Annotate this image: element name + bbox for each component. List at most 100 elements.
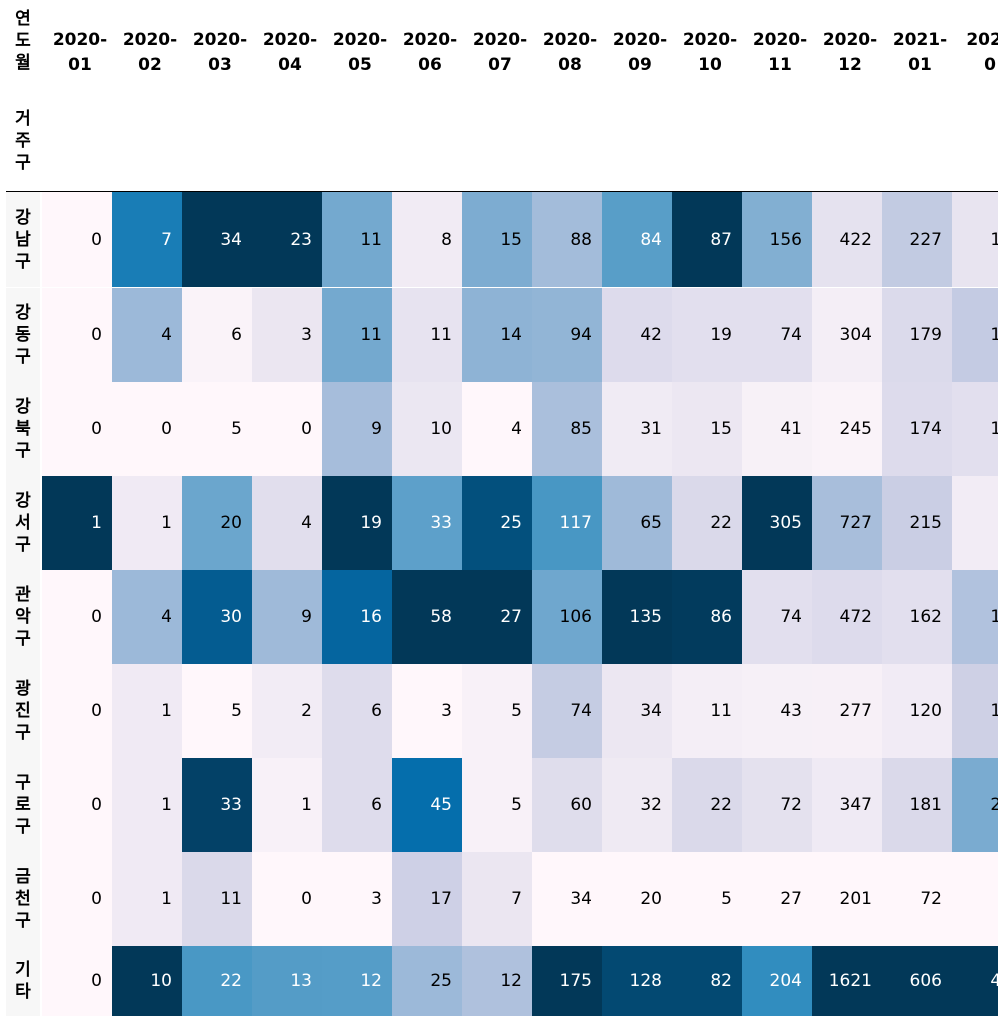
table-cell: 11: [182, 852, 252, 946]
table-cell: 82: [672, 946, 742, 1016]
table-cell: 9: [252, 570, 322, 664]
table-cell: 0: [42, 192, 112, 287]
table-cell: 304: [812, 288, 882, 382]
table-cell: 27: [742, 852, 812, 946]
table-cell: 65: [602, 476, 672, 570]
table-cell: 8: [392, 192, 462, 287]
column-header: 2020- 02: [122, 30, 178, 75]
table-cell: 3: [252, 288, 322, 382]
table-cell: 23: [952, 758, 998, 852]
table-cell: 120: [882, 664, 952, 758]
table-cell: 34: [602, 664, 672, 758]
table-cell: 1: [252, 758, 322, 852]
table-cell: 106: [532, 570, 602, 664]
header-rule: [6, 191, 998, 192]
table-cell: 94: [532, 288, 602, 382]
row-header-label: 광 진 구: [15, 679, 31, 743]
row-axis-title: 거 주 구: [15, 109, 31, 173]
column-header: 2020- 05: [332, 30, 388, 75]
table-cell: 4: [252, 476, 322, 570]
table-cell: 15: [672, 382, 742, 476]
table-cell: 5: [182, 382, 252, 476]
table-cell: 0: [112, 382, 182, 476]
table-cell: 1: [112, 758, 182, 852]
table-cell: 74: [532, 664, 602, 758]
table-cell: 0: [42, 664, 112, 758]
column-header: 2020- 06: [402, 30, 458, 75]
column-header: 2020- 10: [682, 30, 738, 75]
table-cell: 22: [672, 476, 742, 570]
table-cell: 25: [462, 476, 532, 570]
table-cell: 16: [322, 570, 392, 664]
table-cell: 11: [392, 288, 462, 382]
table-cell: 7: [462, 852, 532, 946]
table-cell: 10: [392, 382, 462, 476]
table-cell: 1621: [812, 946, 882, 1016]
table-cell: 20: [602, 852, 672, 946]
table-cell: 6: [182, 288, 252, 382]
table-cell: 1: [112, 852, 182, 946]
table-cell: 85: [532, 382, 602, 476]
table-cell: 3: [322, 852, 392, 946]
table-cell: 15: [462, 192, 532, 287]
row-header-label: 강 북 구: [15, 397, 31, 461]
table-cell: 0: [42, 570, 112, 664]
table-cell: 20: [182, 476, 252, 570]
table-cell: 174: [882, 382, 952, 476]
column-axis-title: 연 도 월: [15, 9, 31, 73]
table-cell: 179: [882, 288, 952, 382]
table-cell: 0: [252, 382, 322, 476]
table-cell: 181: [882, 758, 952, 852]
table-cell: 33: [392, 476, 462, 570]
row-header: 강 북 구: [6, 382, 40, 476]
column-header: 2020- 04: [262, 30, 318, 75]
table-cell: 72: [882, 852, 952, 946]
table-cell: 11: [672, 664, 742, 758]
table-cell: 1: [112, 476, 182, 570]
table-cell: 19: [322, 476, 392, 570]
table-cell: 245: [812, 382, 882, 476]
table-cell: 472: [812, 570, 882, 664]
table-cell: 34: [182, 192, 252, 287]
table-cell: 12: [322, 946, 392, 1016]
table-cell: 23: [252, 192, 322, 287]
table-cell: 14: [462, 288, 532, 382]
column-header: 2020- 09: [612, 30, 668, 75]
table-cell: 5: [462, 758, 532, 852]
table-cell: 12: [952, 382, 998, 476]
table-cell: 204: [742, 946, 812, 1016]
column-header: 2021- 01: [892, 30, 948, 75]
table-cell: 305: [742, 476, 812, 570]
table-cell: 10: [112, 946, 182, 1016]
column-header: 2020- 07: [472, 30, 528, 75]
table-cell: 60: [532, 758, 602, 852]
table-cell: 1: [42, 476, 112, 570]
table-cell: 422: [812, 192, 882, 287]
table-cell: 19: [672, 288, 742, 382]
table-cell: 4: [112, 288, 182, 382]
table-cell: 58: [392, 570, 462, 664]
table-cell: 5: [672, 852, 742, 946]
table-cell: 41: [742, 382, 812, 476]
row-header-label: 구 로 구: [15, 773, 31, 837]
row-header: 강 동 구: [6, 288, 40, 382]
table-cell: 0: [42, 852, 112, 946]
table-cell: 25: [392, 946, 462, 1016]
table-cell: 22: [672, 758, 742, 852]
table-cell: 4: [112, 570, 182, 664]
row-header: 광 진 구: [6, 664, 40, 758]
table-cell: 162: [882, 570, 952, 664]
table-cell: 34: [532, 852, 602, 946]
row-header: 기 타: [6, 946, 40, 1016]
table-cell: 0: [42, 382, 112, 476]
column-header: 2020- 08: [542, 30, 598, 75]
table-cell: 12: [462, 946, 532, 1016]
table-cell: 11: [322, 288, 392, 382]
table-cell: 11: [952, 192, 998, 287]
row-header: 관 악 구: [6, 570, 40, 664]
table-cell: 18: [952, 570, 998, 664]
row-header-label: 강 서 구: [15, 491, 31, 555]
table-cell: 74: [742, 288, 812, 382]
table-cell: 4: [462, 382, 532, 476]
